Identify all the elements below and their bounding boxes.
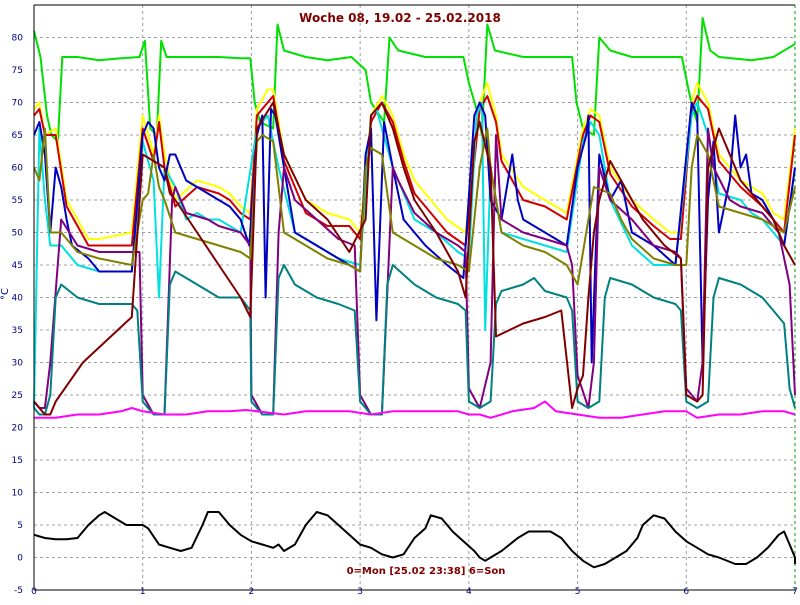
y-tick-label: -5	[14, 586, 23, 596]
axes-group	[33, 4, 795, 591]
series-line-8	[33, 264, 796, 416]
footer-text: 0=Mon [25.02 23:38] 6=Son	[347, 566, 506, 577]
series-line-7	[33, 127, 796, 286]
y-tick-label: 25	[12, 391, 23, 401]
chart-title: Woche 08, 19.02 - 25.02.2018	[299, 11, 501, 25]
y-tick-label: 65	[12, 131, 23, 141]
y-tick-label: 60	[12, 164, 24, 174]
series-line-9	[33, 101, 796, 416]
x-tick-label: 0	[31, 587, 37, 597]
series-line-11	[33, 511, 796, 569]
y-tick-label: 35	[12, 326, 23, 336]
y-tick-label: 55	[12, 196, 23, 206]
y-tick-label: 45	[12, 261, 23, 271]
y-tick-label: 70	[12, 99, 24, 109]
series-line-3	[33, 95, 796, 247]
x-tick-label: 5	[575, 587, 581, 597]
y-tick-label: 30	[12, 359, 24, 369]
y-axis-label: °C	[0, 288, 11, 300]
series-line-1	[33, 17, 796, 143]
x-tick-label: 4	[466, 587, 472, 597]
x-tick-label: 7	[792, 587, 798, 597]
x-tick-label: 1	[140, 587, 146, 597]
y-tick-label: 0	[17, 554, 23, 564]
y-tick-label: 5	[17, 521, 23, 531]
y-tick-label: 15	[12, 456, 23, 466]
y-tick-label: 20	[12, 424, 24, 434]
series-line-10	[34, 400, 796, 419]
x-tick-label: 3	[357, 587, 363, 597]
y-tick-label: 40	[12, 294, 24, 304]
y-tick-label: 10	[12, 489, 24, 499]
y-tick-label: 80	[12, 34, 24, 44]
series-group	[33, 17, 796, 569]
y-tick-label: 50	[12, 229, 24, 239]
x-tick-label: 2	[249, 587, 255, 597]
x-tick-label: 6	[683, 587, 689, 597]
series-line-2	[33, 82, 796, 240]
y-tick-label: 75	[12, 66, 23, 76]
